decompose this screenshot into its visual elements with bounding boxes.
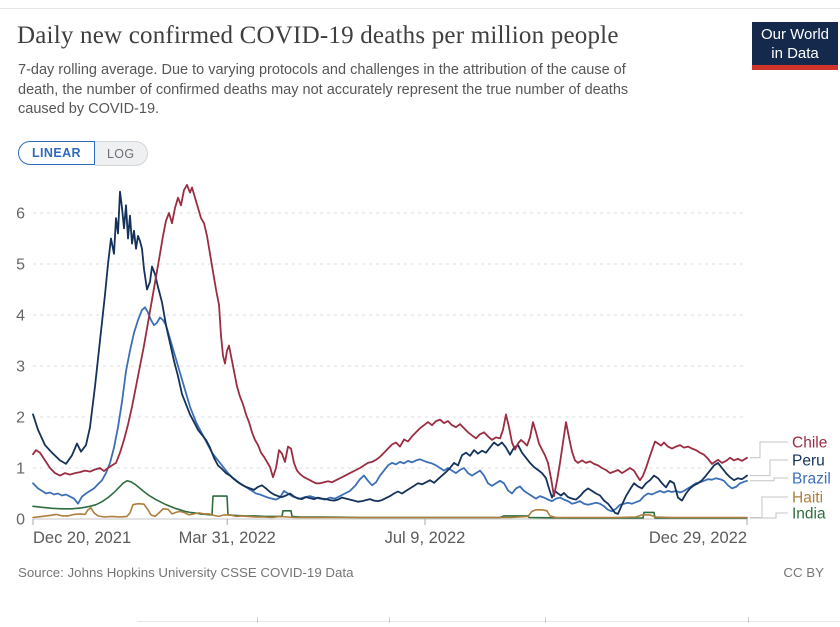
license-link[interactable]: CC BY	[783, 565, 824, 580]
subtitle-line: death, the number of confirmed deaths ma…	[18, 81, 629, 98]
scale-toggle: LINEAR LOG	[18, 141, 148, 166]
legend-leader-line	[750, 459, 788, 477]
x-axis-label: Dec 29, 2022	[649, 529, 747, 547]
legend-label-india[interactable]: India	[792, 506, 826, 523]
y-axis-label: 6	[16, 206, 25, 223]
x-axis-label: Mar 31, 2022	[179, 529, 276, 547]
legend-leader-line	[750, 496, 788, 518]
series-line-brazil[interactable]	[32, 306, 748, 513]
series-line-haiti[interactable]	[32, 502, 748, 519]
bottom-tabbar-divider	[389, 617, 390, 623]
legend-label-haiti[interactable]: Haiti	[792, 490, 823, 507]
timeline-control: Mar 11, 2020 Dec 29, 2022	[0, 588, 840, 622]
bottom-tabbar-edge	[137, 621, 840, 622]
linear-scale-button[interactable]: LINEAR	[18, 141, 95, 165]
legend-label-brazil[interactable]: Brazil	[792, 471, 831, 488]
series-line-peru[interactable]	[32, 190, 748, 515]
bottom-tabbar-divider	[748, 617, 749, 623]
bottom-tabbar-divider	[257, 617, 258, 623]
x-axis-label: Jul 9, 2022	[385, 529, 466, 547]
chart-canvas[interactable]: 0 1 2 3 4 5 6 Dec 20, 2021 Mar 31, 2022 Jul 9, 20…	[0, 172, 840, 560]
owid-logo[interactable]: Our World in Data	[752, 22, 838, 70]
legend-leader-line	[750, 512, 788, 519]
legend-leader-line	[750, 441, 788, 459]
bottom-tabbar-divider	[545, 617, 546, 623]
y-axis-label: 4	[16, 308, 25, 325]
series-line-chile[interactable]	[32, 184, 748, 497]
owid-logo-red-bar	[752, 65, 838, 70]
legend-label-peru[interactable]: Peru	[792, 453, 825, 470]
subtitle-line: 7-day rolling average. Due to varying pr…	[18, 62, 626, 78]
legend-leader-line	[750, 477, 788, 482]
page-title: Daily new confirmed COVID-19 deaths per …	[17, 22, 619, 49]
top-border-line	[0, 8, 840, 9]
y-axis-label: 2	[16, 410, 25, 427]
source-text: Source: Johns Hopkins University CSSE CO…	[18, 565, 354, 580]
y-axis-label: 0	[16, 512, 25, 529]
x-axis-label: Dec 20, 2021	[33, 529, 131, 547]
owid-logo-text: Our World in Data	[752, 22, 838, 65]
log-scale-button[interactable]: LOG	[94, 141, 148, 166]
chart-subtitle: 7-day rolling average. Due to varying pr…	[18, 61, 718, 120]
y-axis-label: 3	[16, 359, 25, 376]
y-axis-label: 1	[16, 461, 25, 478]
legend-label-chile[interactable]: Chile	[792, 435, 827, 452]
subtitle-line: caused by COVID-19.	[18, 101, 160, 117]
y-axis-label: 5	[16, 257, 25, 274]
